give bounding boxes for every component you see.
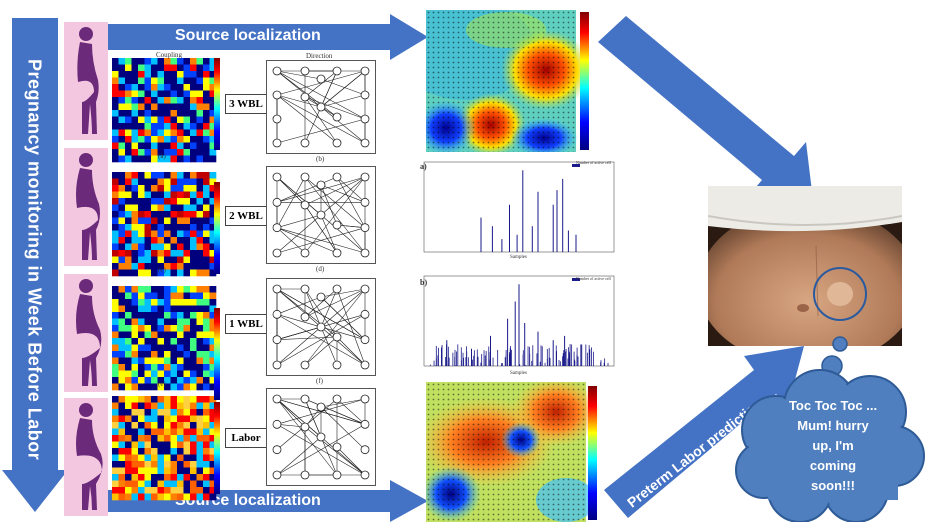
speech-bubble-text: Toc Toc Toc ... Mum! hurry up, I'm comin… — [758, 396, 908, 496]
pregnant-belly-photo — [708, 186, 902, 346]
matrix-caption-a: (a) — [158, 152, 166, 160]
matrix-caption-c: (c) — [158, 266, 166, 274]
bubble-line-2: Mum! hurry — [797, 418, 869, 433]
spectrum-bottom-legend: Number of active cell — [576, 276, 611, 281]
spectrum-bottom — [398, 270, 620, 378]
pregnant-woman-icon — [76, 279, 102, 386]
graph-caption-d: (d) — [316, 265, 325, 273]
spectrum-top-legend: Number of active cell — [576, 160, 611, 165]
spectrum-top-xlabel: Samples — [510, 255, 527, 260]
spectrum-bottom-xlabel: Samples — [510, 371, 527, 376]
graph-box-4 — [266, 388, 376, 486]
graph-title: Direction — [306, 52, 333, 60]
bubble-line-1: Toc Toc Toc ... — [788, 398, 878, 413]
matrix-2 — [112, 172, 217, 277]
bubble-line-4: coming — [809, 458, 857, 473]
graph-box-2 — [266, 166, 376, 264]
pregnant-woman-icon — [77, 27, 99, 134]
matrix-title: Coupling — [156, 51, 183, 59]
preterm-arrow-bottom — [604, 346, 804, 518]
silhouette-panel-1 — [64, 22, 108, 140]
heatmap-bottom — [426, 382, 601, 522]
silhouette-panel-4 — [64, 398, 108, 516]
bubble-line-3: up, I'm — [812, 438, 854, 453]
bubble-line-5: soon!!! — [810, 478, 856, 493]
graph-box-1 — [266, 60, 376, 154]
pregnant-woman-icon — [76, 403, 103, 510]
row-label-1wbl: 1 WBL — [225, 314, 267, 334]
matrix-4 — [112, 396, 217, 501]
coupling-matrices — [112, 58, 217, 501]
matrix-3 — [112, 286, 217, 391]
matrix-1 — [112, 58, 217, 163]
pregnant-woman-icon — [76, 153, 100, 260]
silhouette-panel-3 — [64, 274, 108, 392]
graph-caption-b: (b) — [316, 155, 325, 163]
silhouette-panel-2 — [64, 148, 108, 266]
vertical-arrow — [2, 18, 68, 512]
monitoring-label: Pregnancy monitoring in Week Before Labo… — [24, 59, 45, 461]
graph-box-3 — [266, 278, 376, 376]
source-localization-top-label: Source localization — [175, 27, 321, 44]
graph-caption-f: (f) — [316, 377, 323, 385]
row-label-labor: Labor — [225, 428, 267, 448]
row-label-2wbl: 2 WBL — [225, 206, 267, 226]
spectrum-top — [398, 156, 620, 264]
matrix-colorbars — [214, 58, 220, 494]
row-label-3wbl: 3 WBL — [225, 94, 267, 114]
preterm-arrow-top — [598, 16, 814, 208]
matrix-caption-e: (e) — [158, 380, 166, 388]
thought-bubble — [735, 336, 925, 522]
spectrum-top-panel: a) — [420, 162, 427, 171]
source-arrow-top — [108, 14, 428, 60]
spectrum-bottom-panel: b) — [420, 278, 428, 287]
heatmap-top — [426, 10, 591, 152]
